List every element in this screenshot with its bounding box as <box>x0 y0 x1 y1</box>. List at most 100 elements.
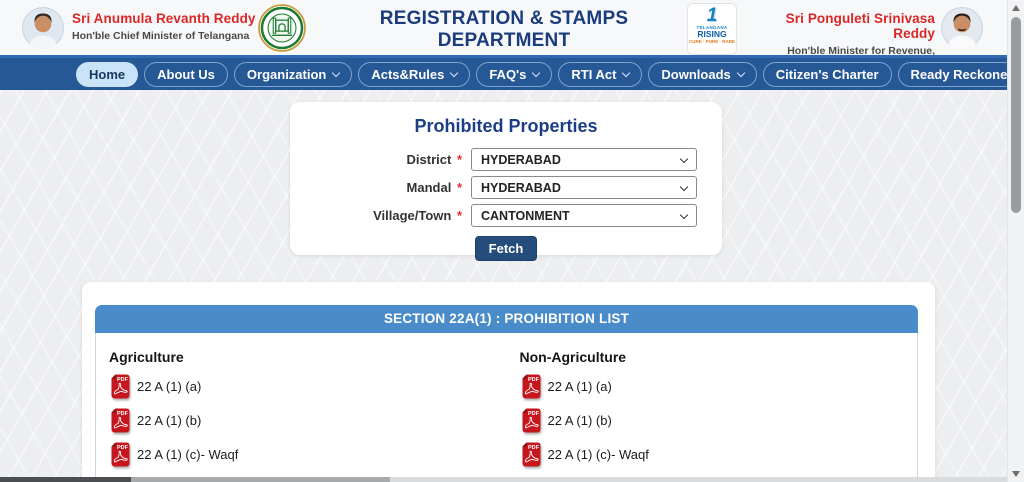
svg-text:PDF: PDF <box>117 445 129 451</box>
chevron-down-icon <box>679 154 689 163</box>
selected-value: CANTONMENT <box>481 208 570 223</box>
nav-item-faq-s[interactable]: FAQ's <box>476 61 553 87</box>
vertical-scrollbar[interactable] <box>1007 0 1024 482</box>
chief-minister-name: Sri Anumula Revanth Reddy <box>72 11 256 26</box>
pdf-link-label: 22 A (1) (c)- Waqf <box>547 447 649 462</box>
svg-text:PDF: PDF <box>117 377 129 383</box>
department-title: REGISTRATION & STAMPS DEPARTMENT <box>379 8 629 51</box>
prohibited-form-rows: District * HYDERABAD Mandal * HYDERABAD Vill… <box>290 148 722 227</box>
pdf-link-agriculture-22-a-1-c-waqf[interactable]: PDF 22 A (1) (c)- Waqf <box>109 442 507 467</box>
scroll-up-arrow-icon[interactable] <box>1012 5 1020 11</box>
pdf-link-non-agriculture-22-a-1-c-waqf[interactable]: PDF 22 A (1) (c)- Waqf <box>520 442 918 467</box>
svg-text:PDF: PDF <box>528 411 540 417</box>
nav-item-rti-act[interactable]: RTI Act <box>558 61 643 87</box>
mandal-select[interactable]: HYDERABAD <box>471 176 697 199</box>
nav-item-label: Acts&Rules <box>371 66 445 82</box>
nav-bar: Home About Us Organization Acts&Rules FAQ's R… <box>0 58 1024 90</box>
chevron-down-icon <box>679 210 689 219</box>
revenue-minister-photo <box>941 7 983 49</box>
pdf-icon: PDF <box>109 374 130 399</box>
pdf-link-non-agriculture-22-a-1-b[interactable]: PDF 22 A (1) (b) <box>520 408 918 433</box>
nav-item-label: Citizen's Charter <box>775 66 879 82</box>
nav-item-about-us[interactable]: About Us <box>144 61 228 87</box>
chevron-down-icon <box>532 68 541 78</box>
rising-line3: CURE · PURE · RARE <box>688 39 735 44</box>
column-non-agriculture: Non-Agriculture PDF 22 A (1) (a) PDF 22 A (1… <box>507 349 918 480</box>
chevron-down-icon <box>450 68 459 78</box>
svg-text:PDF: PDF <box>528 377 540 383</box>
pdf-icon: PDF <box>520 442 541 467</box>
horizontal-scrollbar-thumb[interactable] <box>0 477 131 482</box>
nav-item-citizen-s-charter[interactable]: Citizen's Charter <box>762 61 892 87</box>
telangana-rising-logo: 1 TELANGANA RISING CURE · PURE · RARE <box>687 3 737 55</box>
telangana-emblem-icon <box>258 4 306 57</box>
pdf-icon: PDF <box>520 374 541 399</box>
prohibited-properties-card: Prohibited Properties District * HYDERABA… <box>290 102 722 261</box>
pdf-link-label: 22 A (1) (b) <box>137 413 202 428</box>
nav-item-downloads[interactable]: Downloads <box>648 61 757 87</box>
prohibition-columns: Agriculture PDF 22 A (1) (a) PDF 22 A (1) (b… <box>95 333 918 481</box>
nav-item-label: About Us <box>157 66 215 82</box>
village-town-select[interactable]: CANTONMENT <box>471 204 697 227</box>
field-label: District * <box>406 152 462 167</box>
pdf-link-agriculture-22-a-1-b[interactable]: PDF 22 A (1) (b) <box>109 408 507 433</box>
nav-item-ready-reckoner[interactable]: Ready Reckoner <box>897 61 1024 87</box>
field-label: Village/Town * <box>373 208 462 223</box>
person-avatar-icon <box>22 7 64 49</box>
pdf-link-agriculture-22-a-1-a[interactable]: PDF 22 A (1) (a) <box>109 374 507 399</box>
form-row-village-town: Village/Town * CANTONMENT <box>290 204 722 227</box>
nav-item-organization[interactable]: Organization <box>233 61 353 87</box>
pdf-icon: PDF <box>109 442 130 467</box>
rising-line1: TELANGANA <box>696 25 728 30</box>
pdf-link-label: 22 A (1) (a) <box>547 379 612 394</box>
nav-item-home[interactable]: Home <box>76 61 139 87</box>
nav-item-label: FAQ's <box>489 66 527 82</box>
pdf-link-label: 22 A (1) (c)- Waqf <box>137 447 239 462</box>
required-asterisk: * <box>456 180 462 195</box>
horizontal-scrollbar-segment <box>131 477 390 482</box>
revenue-minister-name: Sri Ponguleti Srinivasa Reddy <box>785 11 935 41</box>
section-22a1-header: SECTION 22A(1) : PROHIBITION LIST <box>95 305 918 333</box>
required-asterisk: * <box>456 152 462 167</box>
person-avatar-icon <box>941 7 983 49</box>
rising-line2: RISING <box>697 29 727 39</box>
selected-value: HYDERABAD <box>481 152 561 167</box>
pdf-link-label: 22 A (1) (b) <box>547 413 612 428</box>
horizontal-scrollbar-track <box>390 477 1007 482</box>
nav-item-acts-rules[interactable]: Acts&Rules <box>358 61 471 87</box>
scroll-down-arrow-icon[interactable] <box>1012 471 1020 477</box>
pdf-icon: PDF <box>109 408 130 433</box>
district-select[interactable]: HYDERABAD <box>471 148 697 171</box>
selected-value: HYDERABAD <box>481 180 561 195</box>
vertical-scrollbar-thumb[interactable] <box>1011 17 1021 213</box>
fetch-button[interactable]: Fetch <box>474 236 538 261</box>
chevron-down-icon <box>332 68 341 78</box>
horizontal-scrollbar[interactable] <box>0 477 1007 482</box>
chevron-down-icon <box>622 68 631 78</box>
site-header: Sri Anumula Revanth Reddy Hon'ble Chief … <box>0 0 1007 71</box>
chevron-down-icon <box>736 68 745 78</box>
nav-item-label: RTI Act <box>571 66 617 82</box>
chief-minister-title: Hon'ble Chief Minister of Telangana <box>72 30 250 42</box>
form-title: Prohibited Properties <box>414 116 598 136</box>
field-label: Mandal * <box>406 180 462 195</box>
pdf-icon: PDF <box>520 408 541 433</box>
nav-item-label: Ready Reckoner <box>910 66 1013 82</box>
column-heading: Non-Agriculture <box>519 349 627 365</box>
prohibition-list-card: SECTION 22A(1) : PROHIBITION LIST Agricu… <box>82 282 935 482</box>
pdf-link-non-agriculture-22-a-1-a[interactable]: PDF 22 A (1) (a) <box>520 374 918 399</box>
chevron-down-icon <box>679 182 689 191</box>
svg-text:PDF: PDF <box>117 411 129 417</box>
chief-minister-caption: Sri Anumula Revanth Reddy Hon'ble Chief … <box>72 11 256 42</box>
chief-minister-photo <box>22 7 64 49</box>
column-agriculture: Agriculture PDF 22 A (1) (a) PDF 22 A (1) (b… <box>96 349 507 480</box>
rising-numeral: 1 <box>706 5 718 26</box>
pdf-link-label: 22 A (1) (a) <box>137 379 202 394</box>
required-asterisk: * <box>456 208 462 223</box>
nav-item-label: Home <box>89 66 126 82</box>
nav-item-label: Downloads <box>661 66 731 82</box>
nav-item-label: Organization <box>246 66 327 82</box>
column-heading: Agriculture <box>109 349 184 365</box>
svg-text:PDF: PDF <box>528 445 540 451</box>
form-row-district: District * HYDERABAD <box>290 148 722 171</box>
